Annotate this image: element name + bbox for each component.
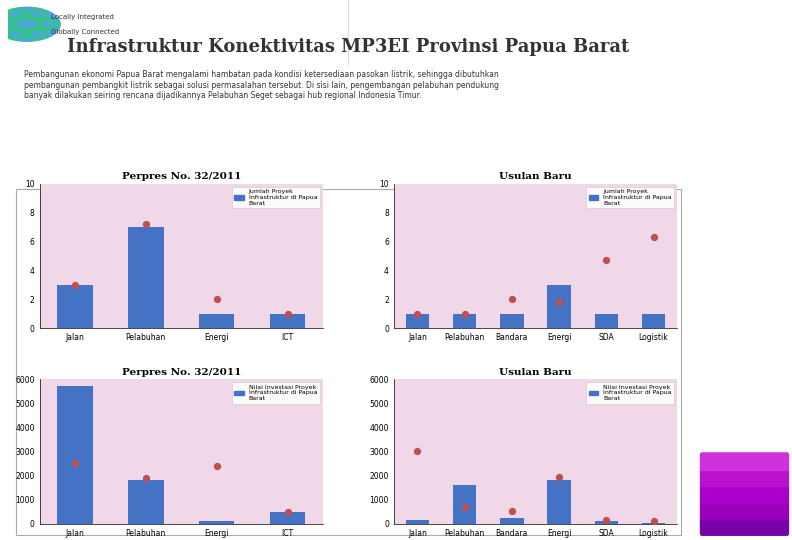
Point <box>211 295 223 303</box>
Point <box>211 462 223 470</box>
Point <box>600 256 613 265</box>
Point <box>69 281 82 289</box>
Bar <box>595 522 618 524</box>
Text: Globally Connected: Globally Connected <box>51 29 119 35</box>
Bar <box>642 523 665 524</box>
Bar <box>128 481 164 524</box>
FancyBboxPatch shape <box>700 485 789 503</box>
Bar <box>406 314 429 328</box>
Bar <box>642 314 665 328</box>
Title: Perpres No. 32/2011: Perpres No. 32/2011 <box>122 368 241 377</box>
Bar <box>57 285 93 328</box>
Point <box>505 295 518 303</box>
Point <box>647 517 660 526</box>
Title: Usulan Baru: Usulan Baru <box>499 172 572 181</box>
Point <box>69 459 82 468</box>
Text: Locally Integrated: Locally Integrated <box>51 14 113 20</box>
Point <box>600 516 613 524</box>
Bar <box>128 227 164 328</box>
Point <box>553 472 565 481</box>
Point <box>411 309 424 318</box>
Bar <box>453 314 477 328</box>
Bar <box>453 485 477 524</box>
Legend: Nilai Investasi Proyek
Infrastruktur di Papua
Barat: Nilai Investasi Proyek Infrastruktur di … <box>232 382 320 404</box>
Legend: Nilai Investasi Proyek
Infrastruktur di Papua
Barat: Nilai Investasi Proyek Infrastruktur di … <box>586 382 674 404</box>
Point <box>281 508 294 516</box>
Legend: Jumlah Proyek
Infrastruktur di Papua
Barat: Jumlah Proyek Infrastruktur di Papua Bar… <box>586 187 674 208</box>
Circle shape <box>0 7 60 41</box>
Point <box>459 503 471 511</box>
Title: Perpres No. 32/2011: Perpres No. 32/2011 <box>122 172 241 181</box>
Bar <box>270 314 305 328</box>
Bar <box>199 314 234 328</box>
Point <box>281 309 294 318</box>
Bar <box>199 522 234 524</box>
Bar <box>547 481 571 524</box>
Text: Infrastruktur Konektivitas MP3EI Provinsi Papua Barat: Infrastruktur Konektivitas MP3EI Provins… <box>67 38 630 56</box>
Point <box>647 233 660 241</box>
FancyBboxPatch shape <box>700 453 789 471</box>
Point <box>553 298 565 307</box>
FancyBboxPatch shape <box>700 468 789 487</box>
Point <box>459 309 471 318</box>
Bar <box>500 518 524 524</box>
Text: Pembangunan ekonomi Papua Barat mengalami hambatan pada kondisi ketersediaan pas: Pembangunan ekonomi Papua Barat mengalam… <box>24 70 499 100</box>
FancyBboxPatch shape <box>700 517 789 536</box>
Point <box>411 447 424 456</box>
Bar <box>500 314 524 328</box>
Point <box>139 474 152 482</box>
Bar <box>270 512 305 524</box>
Point <box>505 506 518 515</box>
Bar <box>406 520 429 524</box>
Point <box>139 220 152 228</box>
Bar <box>57 386 93 524</box>
Title: Usulan Baru: Usulan Baru <box>499 368 572 377</box>
Bar <box>595 314 618 328</box>
Text: | Perkembangan Revisi Masterlist Infrastruktur MP3EI: | Perkembangan Revisi Masterlist Infrast… <box>740 33 749 237</box>
Legend: Jumlah Proyek
Infrastruktur di Papua
Barat: Jumlah Proyek Infrastruktur di Papua Bar… <box>232 187 320 208</box>
Text: 14: 14 <box>731 16 758 35</box>
FancyBboxPatch shape <box>700 501 789 519</box>
Bar <box>547 285 571 328</box>
